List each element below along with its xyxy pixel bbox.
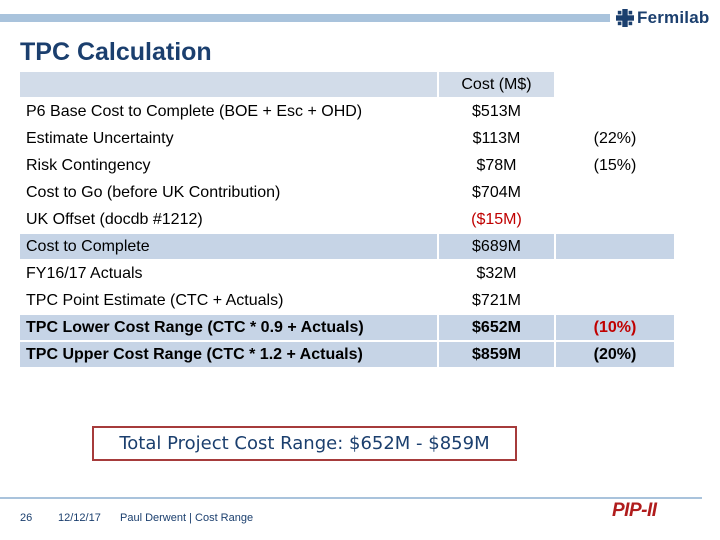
- header-pct-cell: [556, 72, 674, 97]
- row-cost: $78M: [439, 153, 554, 178]
- footer-rule: [0, 497, 702, 499]
- page-number: 26: [20, 512, 33, 524]
- row-label: TPC Upper Cost Range (CTC * 1.2 + Actual…: [20, 342, 437, 367]
- top-rule: [0, 14, 610, 22]
- row-cost: $689M: [439, 234, 554, 259]
- row-pct: [556, 180, 674, 205]
- row-label: P6 Base Cost to Complete (BOE + Esc + OH…: [20, 99, 437, 124]
- footer-date: 12/12/17: [58, 512, 101, 524]
- table-row: Risk Contingency $78M (15%): [20, 153, 674, 178]
- row-pct: (10%): [556, 315, 674, 340]
- row-pct: (15%): [556, 153, 674, 178]
- row-cost: ($15M): [439, 207, 554, 232]
- row-label: Cost to Complete: [20, 234, 437, 259]
- table-row: TPC Upper Cost Range (CTC * 1.2 + Actual…: [20, 342, 674, 367]
- row-label: TPC Point Estimate (CTC + Actuals): [20, 288, 437, 313]
- row-pct: [556, 99, 674, 124]
- pip-ii-logo: PIP-II: [612, 500, 657, 521]
- fermilab-logo: Fermilab: [616, 7, 709, 29]
- header-cost-cell: Cost (M$): [439, 72, 554, 97]
- total-cost-range-box: Total Project Cost Range: $652M - $859M: [92, 426, 517, 461]
- slide-title: TPC Calculation: [20, 38, 212, 66]
- row-cost: $704M: [439, 180, 554, 205]
- row-pct: [556, 261, 674, 286]
- row-label: FY16/17 Actuals: [20, 261, 437, 286]
- row-cost: $113M: [439, 126, 554, 151]
- row-label: Risk Contingency: [20, 153, 437, 178]
- tpc-table: Cost (M$) P6 Base Cost to Complete (BOE …: [18, 70, 676, 369]
- table-row: Cost to Go (before UK Contribution) $704…: [20, 180, 674, 205]
- fermilab-logo-text: Fermilab: [637, 8, 710, 27]
- row-pct: [556, 288, 674, 313]
- table-header-row: Cost (M$): [20, 72, 674, 97]
- row-cost: $513M: [439, 99, 554, 124]
- row-cost: $652M: [439, 315, 554, 340]
- table-row: Estimate Uncertainty $113M (22%): [20, 126, 674, 151]
- row-pct: [556, 207, 674, 232]
- row-label: TPC Lower Cost Range (CTC * 0.9 + Actual…: [20, 315, 437, 340]
- header-blank-cell: [20, 72, 437, 97]
- row-label: Estimate Uncertainty: [20, 126, 437, 151]
- row-cost: $32M: [439, 261, 554, 286]
- table-row: UK Offset (docdb #1212) ($15M): [20, 207, 674, 232]
- table-row: Cost to Complete $689M: [20, 234, 674, 259]
- row-cost: $721M: [439, 288, 554, 313]
- row-pct: (20%): [556, 342, 674, 367]
- footer-author: Paul Derwent | Cost Range: [120, 512, 254, 524]
- row-cost: $859M: [439, 342, 554, 367]
- fermilab-logo-icon: [616, 9, 634, 27]
- table-row: TPC Point Estimate (CTC + Actuals) $721M: [20, 288, 674, 313]
- table-row: TPC Lower Cost Range (CTC * 0.9 + Actual…: [20, 315, 674, 340]
- table-row: FY16/17 Actuals $32M: [20, 261, 674, 286]
- row-pct: (22%): [556, 126, 674, 151]
- row-pct: [556, 234, 674, 259]
- table-row: P6 Base Cost to Complete (BOE + Esc + OH…: [20, 99, 674, 124]
- row-label: UK Offset (docdb #1212): [20, 207, 437, 232]
- row-label: Cost to Go (before UK Contribution): [20, 180, 437, 205]
